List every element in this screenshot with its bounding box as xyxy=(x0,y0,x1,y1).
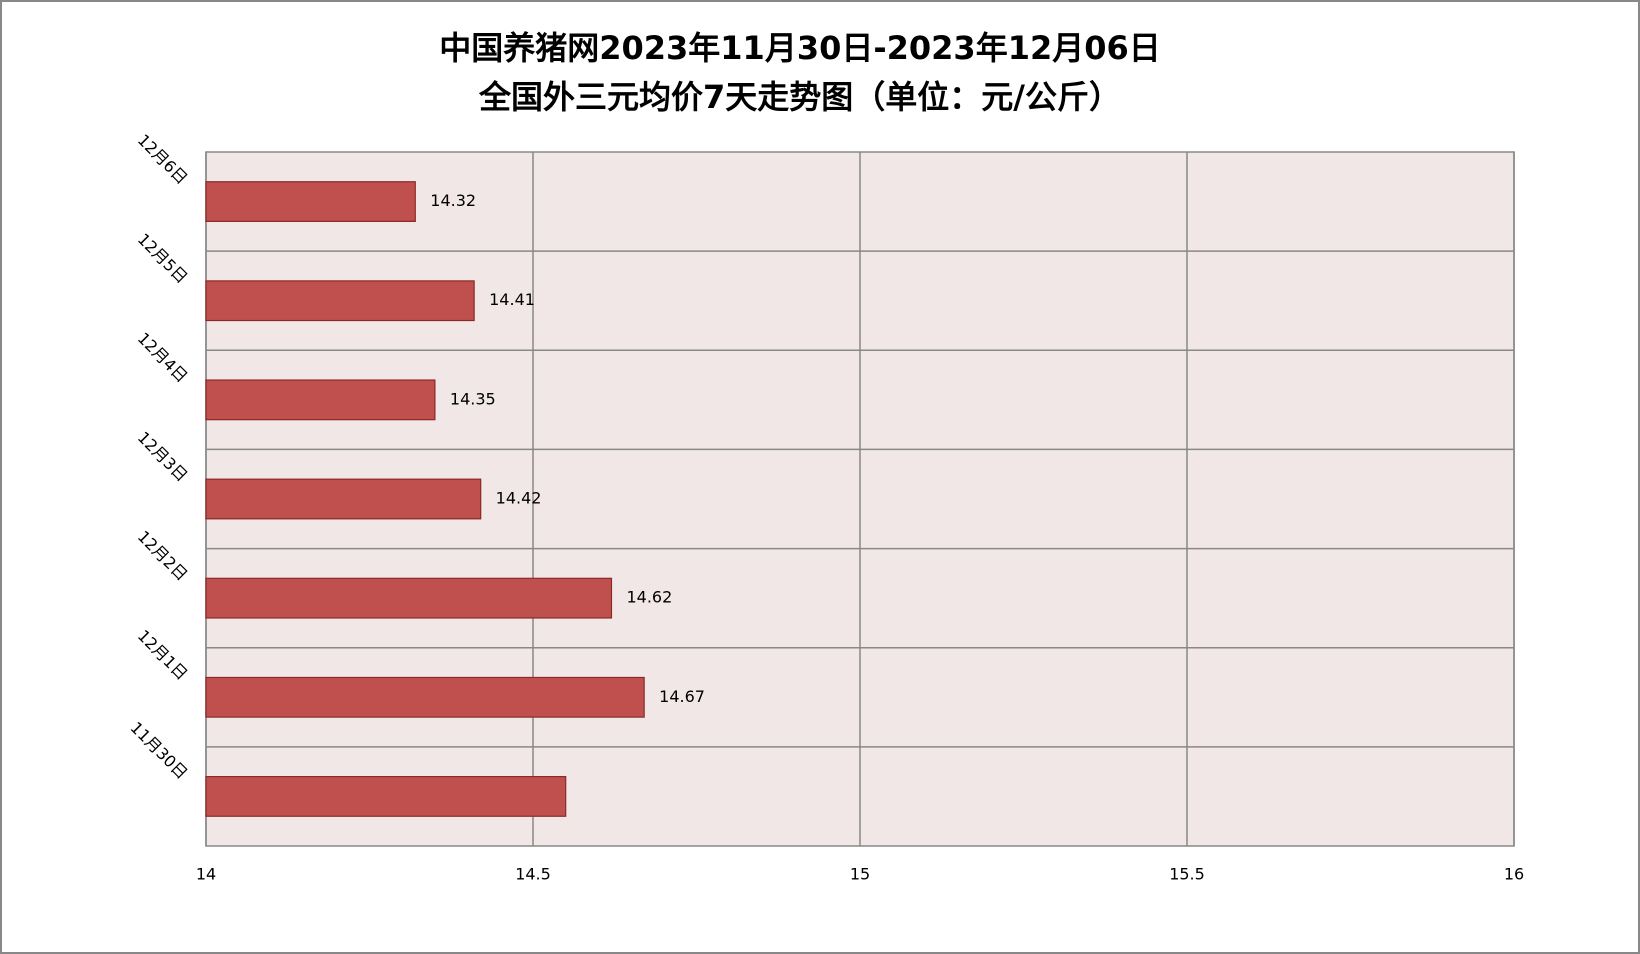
x-tick-label: 16 xyxy=(1504,865,1524,884)
x-tick-label: 14.5 xyxy=(515,865,551,884)
bar xyxy=(205,181,416,223)
data-label: 14.32 xyxy=(430,191,476,210)
bar xyxy=(205,577,613,619)
data-label: 14.41 xyxy=(489,290,535,309)
x-tick-label: 15.5 xyxy=(1169,865,1205,884)
bar xyxy=(205,379,436,421)
bar xyxy=(205,676,645,718)
data-label: 14.42 xyxy=(496,489,542,508)
bar xyxy=(205,280,475,322)
data-label: 14.35 xyxy=(450,389,496,408)
bar xyxy=(205,478,482,520)
chart-title: 中国养猪网2023年11月30日-2023年12月06日 xyxy=(439,29,1161,67)
x-tick-label: 14 xyxy=(196,865,216,884)
x-tick-label: 15 xyxy=(850,865,870,884)
bar xyxy=(205,775,567,817)
chart-title: 全国外三元均价7天走势图（单位：元/公斤） xyxy=(478,78,1121,116)
data-label: 14.62 xyxy=(626,588,672,607)
data-label: 14.67 xyxy=(659,687,705,706)
